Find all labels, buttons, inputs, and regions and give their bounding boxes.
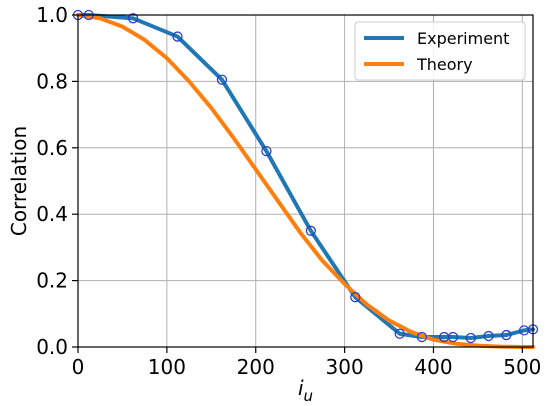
experiment-point	[416, 331, 428, 343]
y-tick-label: 0.8	[36, 69, 68, 93]
x-tick-label: 300	[326, 355, 364, 379]
series-line-theory	[76, 13, 535, 349]
experiment-point	[501, 329, 512, 341]
y-tick-label: 0.2	[36, 269, 68, 293]
y-tick-label: 1.0	[36, 3, 68, 27]
experiment-point	[261, 145, 272, 157]
legend-label-experiment: Experiment	[417, 29, 509, 48]
x-tick-label: 200	[237, 355, 275, 379]
experiment-point	[483, 330, 494, 342]
experiment-point	[172, 31, 183, 42]
experiment-markers	[72, 9, 539, 344]
x-tick-label: 500	[503, 355, 541, 379]
legend: Experiment Theory	[354, 21, 526, 81]
y-tick-label: 0.4	[36, 202, 68, 226]
series-line-experiment	[76, 13, 535, 341]
legend-label-theory: Theory	[416, 55, 473, 74]
experiment-point	[127, 13, 139, 24]
experiment-point	[465, 332, 476, 344]
experiment-point	[350, 292, 361, 303]
y-axis-label: Correlation	[7, 126, 31, 236]
experiment-point	[447, 331, 459, 343]
y-tick-label: 0.0	[36, 335, 68, 359]
experiment-point	[394, 328, 405, 339]
x-tick-label: 400	[414, 355, 452, 379]
x-tick-label: 100	[148, 355, 186, 379]
x-axis-label: iu	[298, 376, 313, 405]
plot-frame	[77, 14, 534, 348]
experiment-point	[305, 225, 316, 236]
axis-ticks: 0 100 200 300 400 500 0.0 0.2 0.4 0.6 0.8 1.0	[36, 3, 541, 379]
experiment-point	[216, 74, 228, 85]
x-axis-label-subscript: u	[304, 387, 314, 405]
plot-series	[76, 13, 535, 349]
x-tick-label: 0	[72, 355, 85, 379]
x-axis-label-main: i	[298, 376, 304, 400]
y-tick-label: 0.6	[36, 136, 68, 160]
